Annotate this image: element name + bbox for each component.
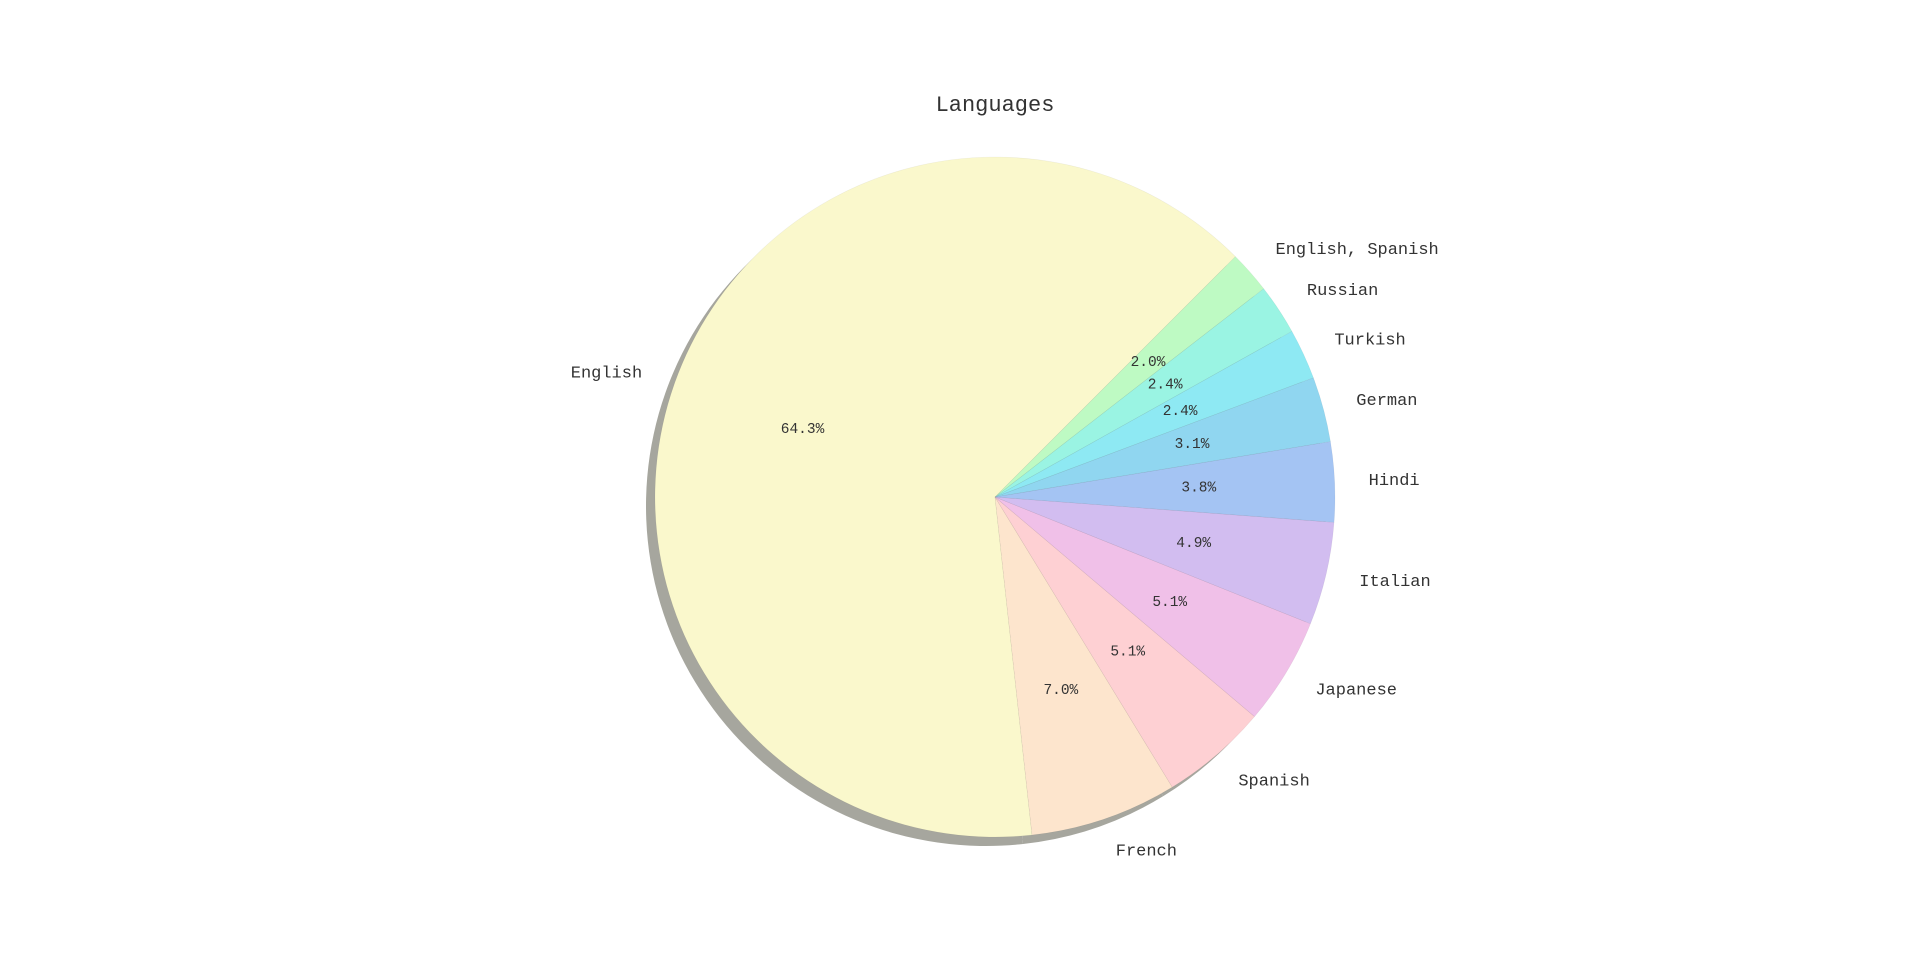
pie-slice-layer [654, 156, 1336, 838]
pie-slice-spanish [994, 496, 1255, 788]
slice-label-french: French [1116, 842, 1177, 861]
slice-label-english: English [571, 364, 642, 383]
pie-slice-french [994, 496, 1173, 836]
pct-label-russian: 2.4% [1148, 377, 1183, 393]
pie-slice-english-spanish [994, 256, 1265, 498]
pct-label-german: 3.1% [1175, 437, 1210, 453]
pie-slice-hindi [994, 441, 1336, 523]
pct-label-french: 7.0% [1043, 683, 1078, 699]
slice-label-turkish: Turkish [1334, 331, 1405, 350]
pct-label-italian: 4.9% [1176, 536, 1211, 552]
pie-label-layer: English 64.3% French 7.0% Spanish 5.1% Japanes… [571, 241, 1439, 861]
pct-label-hindi: 3.8% [1181, 481, 1216, 497]
pct-label-turkish: 2.4% [1163, 404, 1198, 420]
chart-title: Languages [936, 93, 1055, 118]
pie-slice-italian [994, 496, 1335, 625]
pie-slice-japanese [994, 496, 1311, 718]
slice-label-english-spanish: English, Spanish [1276, 241, 1439, 260]
slice-label-spanish: Spanish [1238, 772, 1309, 791]
pct-label-spanish: 5.1% [1110, 645, 1145, 661]
pct-label-japanese: 5.1% [1152, 595, 1187, 611]
pie-slice-turkish [994, 330, 1314, 498]
pie-slice-german [994, 377, 1331, 498]
slice-label-russian: Russian [1307, 282, 1378, 301]
pct-label-english-spanish: 2.0% [1131, 355, 1166, 371]
pie-slice-russian [994, 288, 1293, 498]
slice-label-italian: Italian [1359, 573, 1430, 592]
pie-slice-english [654, 156, 1236, 838]
pct-label-english: 64.3% [781, 422, 825, 438]
slice-label-hindi: Hindi [1369, 472, 1420, 491]
slice-label-japanese: Japanese [1315, 681, 1397, 700]
slice-label-german: German [1356, 392, 1417, 411]
